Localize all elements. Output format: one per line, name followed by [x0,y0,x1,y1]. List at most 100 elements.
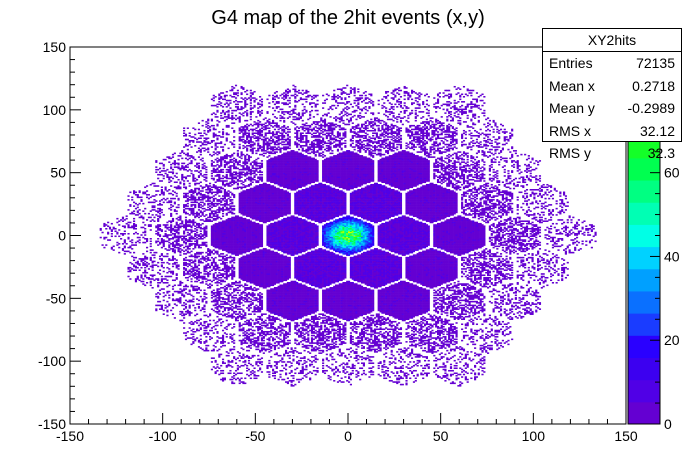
heatmap-cell [175,290,178,293]
heatmap-cell [259,343,262,346]
heatmap-cell [188,236,191,239]
heatmap-cell [236,313,239,315]
heatmap-cell [246,239,249,241]
heatmap-cell [221,156,225,158]
heatmap-cell [205,171,208,173]
heatmap-cell [262,191,265,194]
heatmap-cell [227,248,230,250]
heatmap-cell [203,196,206,199]
heatmap-cell [158,212,162,215]
heatmap-cell [201,241,204,244]
heatmap-cell [242,339,245,342]
heatmap-cell [251,269,254,271]
heatmap-cell [257,265,260,268]
heatmap-cell [212,191,215,194]
heatmap-cell [186,251,189,254]
heatmap-cell [151,249,154,251]
heatmap-cell [244,275,247,278]
heatmap-cell [183,250,186,253]
heatmap-cell [240,97,243,99]
heatmap-cell [209,249,212,251]
heatmap-cell [246,172,249,175]
heatmap-cell [229,251,232,254]
heatmap-cell [246,189,249,191]
heatmap-cell [255,217,258,220]
heatmap-cell [173,245,176,248]
heatmap-cell [220,104,223,107]
heatmap-cell [201,222,204,225]
heatmap-cell [157,177,160,180]
heatmap-cell [205,180,208,182]
heatmap-cell [253,234,256,236]
heatmap-cell [234,114,238,117]
heatmap-cell [255,132,258,135]
heatmap-cell [203,293,206,295]
heatmap-cell [216,111,219,113]
heatmap-cell [238,314,241,317]
heatmap-cell [121,217,125,220]
heatmap-cell [220,241,223,244]
heatmap-cell [214,232,217,235]
heatmap-cell [223,238,226,240]
heatmap-cell [246,148,249,151]
heatmap-cell [201,134,204,137]
heatmap-cell [262,155,265,157]
heatmap-cell [259,298,262,300]
heatmap-cell [114,230,117,233]
heatmap-cell [221,358,225,361]
heatmap-cell [260,124,264,127]
heatmap-cell [233,205,236,207]
heatmap-cell [170,229,173,231]
heatmap-cell [181,150,184,152]
heatmap-cell [242,190,245,192]
heatmap-cell [183,186,186,189]
heatmap-cell [199,141,202,143]
heatmap-cell [144,284,147,287]
heatmap-cell [264,333,267,336]
heatmap-cell [218,202,221,205]
heatmap-cell [173,162,176,165]
heatmap-cell [194,189,197,191]
heatmap-cell [262,145,265,147]
heatmap-cell [234,118,238,121]
heatmap-cell [259,309,262,312]
heatmap-cell [240,101,243,103]
heatmap-cell [260,178,264,181]
heatmap-cell [247,270,251,273]
heatmap-cell [236,231,239,234]
heatmap-cell [190,191,193,194]
heatmap-cell [233,250,236,253]
heatmap-cell [249,287,252,289]
heatmap-cell [221,106,225,108]
heatmap-cell [246,141,249,143]
heatmap-cell [244,251,247,254]
heatmap-cell [253,222,256,225]
heatmap-cell [138,279,141,282]
heatmap-cell [233,219,236,221]
heatmap-cell [197,299,201,302]
heatmap-cell [177,235,180,238]
heatmap-cell [184,165,188,167]
heatmap-cell [238,282,241,284]
heatmap-cell [259,327,262,329]
heatmap-cell [240,232,243,235]
heatmap-cell [188,244,191,246]
heatmap-cell [259,207,262,210]
heatmap-cell [236,217,239,220]
heatmap-cell [227,220,230,222]
heatmap-cell [186,229,189,231]
heatmap-cell [216,137,219,140]
heatmap-cell [238,138,241,141]
heatmap-cell [231,315,234,318]
heatmap-cell [184,195,188,197]
heatmap-cell [229,261,232,264]
heatmap-cell [225,206,228,209]
heatmap-cell [184,194,188,196]
heatmap-cell [201,308,204,310]
heatmap-cell [209,279,212,282]
heatmap-cell [164,226,167,229]
heatmap-cell [234,225,238,228]
heatmap-cell [255,201,258,204]
heatmap-cell [260,227,264,230]
heatmap-cell [244,139,247,142]
